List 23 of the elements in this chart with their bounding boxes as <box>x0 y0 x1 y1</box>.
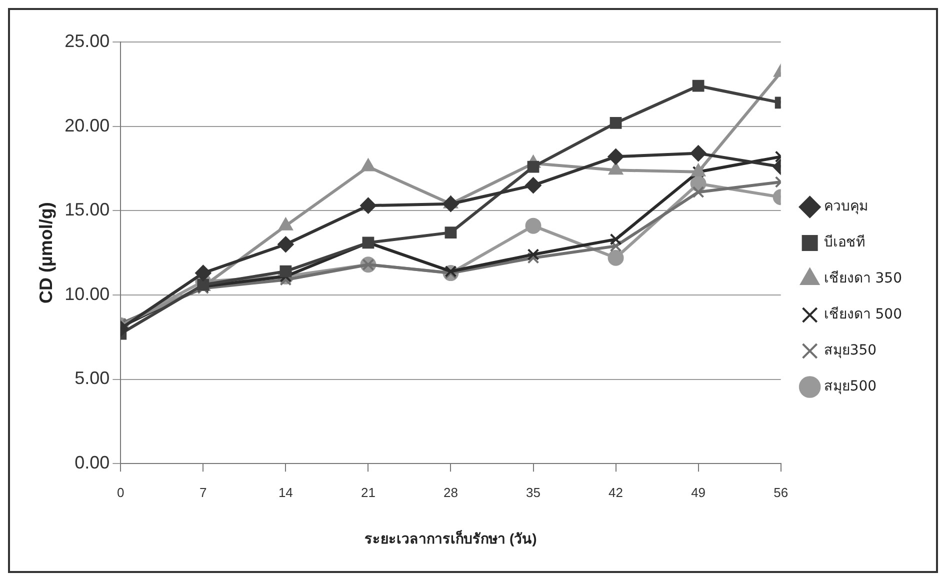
x-tick-label: 49 <box>691 484 706 500</box>
legend-label: ควบคุม <box>824 198 868 215</box>
legend-label: สมุย350 <box>824 342 877 359</box>
x-tick-label: 0 <box>117 484 124 500</box>
y-axis-title: CD (µmol/g) <box>36 202 56 304</box>
legend-label: บีเอชที <box>824 234 865 251</box>
x-tick-label: 56 <box>774 484 788 500</box>
y-tick-label: 0.00 <box>74 452 110 473</box>
x-tick-label: 42 <box>608 484 624 500</box>
x-tick-label: 7 <box>200 484 207 500</box>
x-tick-label: 35 <box>526 484 540 500</box>
x-axis-title: ระยะเวลาการเก็บรักษา (วัน) <box>364 529 537 546</box>
x-tick-label: 28 <box>444 484 458 500</box>
legend-label: เชียงดา 500 <box>824 306 902 323</box>
legend-label: สมุย500 <box>824 378 877 395</box>
y-tick-label: 20.00 <box>64 115 110 136</box>
x-tick-label: 21 <box>360 484 376 500</box>
y-tick-label: 15.00 <box>64 200 110 220</box>
y-tick-label: 10.00 <box>64 284 110 304</box>
y-tick-label: 25.00 <box>64 30 110 51</box>
y-tick-label: 5.00 <box>74 368 110 388</box>
legend-label: เชียงดา 350 <box>824 270 902 287</box>
x-tick-label: 14 <box>278 484 293 500</box>
